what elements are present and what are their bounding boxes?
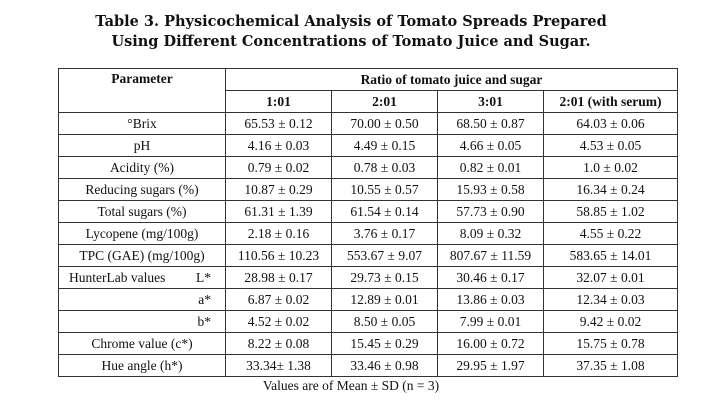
table-row: Chrome value (c*) 8.22 ± 0.08 15.45 ± 0.29…: [58, 332, 678, 355]
hunterlab-label-cell: a*: [58, 288, 226, 311]
value-cell: 15.45 ± 0.29: [331, 332, 438, 355]
value-cell: 110.56 ± 10.23: [225, 244, 332, 267]
value-cell: 16.34 ± 0.24: [543, 178, 678, 201]
value-cell: 7.99 ± 0.01: [437, 310, 544, 333]
value-cell: 29.95 ± 1.97: [437, 354, 544, 377]
value-cell: 37.35 ± 1.08: [543, 354, 678, 377]
header-row-1: Parameter Ratio of tomato juice and suga…: [58, 68, 678, 113]
table-row: b* 4.52 ± 0.02 8.50 ± 0.05 7.99 ± 0.01 9.42 …: [58, 310, 678, 333]
value-cell: 583.65 ± 14.01: [543, 244, 678, 267]
value-cell: 0.78 ± 0.03: [331, 156, 438, 179]
table-row: Reducing sugars (%) 10.87 ± 0.29 10.55 ± 0…: [58, 178, 678, 201]
table-row: TPC (GAE) (mg/100g) 110.56 ± 10.23 553.67 …: [58, 244, 678, 267]
value-cell: 4.55 ± 0.22: [543, 222, 678, 245]
value-cell: 15.75 ± 0.78: [543, 332, 678, 355]
table-row: Lycopene (mg/100g) 2.18 ± 0.16 3.76 ± 0.17…: [58, 222, 678, 245]
value-cell: 15.93 ± 0.58: [437, 178, 544, 201]
hunterlab-label: HunterLab values: [69, 269, 166, 285]
value-cell: 4.52 ± 0.02: [225, 310, 332, 333]
column-header: 2:01 (with serum): [543, 90, 678, 113]
table-row: a* 6.87 ± 0.02 12.89 ± 0.01 13.86 ± 0.03 12.…: [58, 288, 678, 311]
value-cell: 0.79 ± 0.02: [225, 156, 332, 179]
value-cell: 68.50 ± 0.87: [437, 112, 544, 135]
value-cell: 13.86 ± 0.03: [437, 288, 544, 311]
caption-line-1: Table 3. Physicochemical Analysis of Tom…: [95, 13, 607, 30]
value-cell: 33.34± 1.38: [225, 354, 332, 377]
value-cell: 57.73 ± 0.90: [437, 200, 544, 223]
value-cell: 4.66 ± 0.05: [437, 134, 544, 157]
column-header: 2:01: [331, 90, 438, 113]
value-cell: 29.73 ± 0.15: [331, 266, 438, 289]
caption-line-2: Using Different Concentrations of Tomato…: [111, 33, 591, 50]
value-cell: 4.16 ± 0.03: [225, 134, 332, 157]
value-cell: 33.46 ± 0.98: [331, 354, 438, 377]
value-cell: 1.0 ± 0.02: [543, 156, 678, 179]
table-row: Hue angle (h*) 33.34± 1.38 33.46 ± 0.98 29.…: [58, 354, 678, 377]
parameter-header: Parameter: [58, 68, 226, 113]
hunterlab-label-cell: HunterLab values L*: [58, 266, 226, 289]
column-header: 3:01: [437, 90, 544, 113]
value-cell: 30.46 ± 0.17: [437, 266, 544, 289]
row-label: pH: [58, 134, 226, 157]
row-label: TPC (GAE) (mg/100g): [58, 244, 226, 267]
physicochemical-table: Parameter Ratio of tomato juice and suga…: [58, 68, 678, 377]
value-cell: 10.87 ± 0.29: [225, 178, 332, 201]
table-row: °Brix 65.53 ± 0.12 70.00 ± 0.50 68.50 ± 0.8…: [58, 112, 678, 135]
row-label: Total sugars (%): [58, 200, 226, 223]
row-label: Hue angle (h*): [58, 354, 226, 377]
value-cell: 65.53 ± 0.12: [225, 112, 332, 135]
table-caption: Table 3. Physicochemical Analysis of Tom…: [0, 12, 702, 52]
hunterlab-label-cell: b*: [58, 310, 226, 333]
hunterlab-sub-label: a*: [198, 291, 211, 307]
table-row: pH 4.16 ± 0.03 4.49 ± 0.15 4.66 ± 0.05 4.53 …: [58, 134, 678, 157]
value-cell: 4.53 ± 0.05: [543, 134, 678, 157]
value-cell: 3.76 ± 0.17: [331, 222, 438, 245]
ratio-group-header: Ratio of tomato juice and sugar: [225, 68, 678, 91]
table-row: HunterLab values L* 28.98 ± 0.17 29.73 ± 0.…: [58, 266, 678, 289]
value-cell: 6.87 ± 0.02: [225, 288, 332, 311]
value-cell: 32.07 ± 0.01: [543, 266, 678, 289]
value-cell: 61.54 ± 0.14: [331, 200, 438, 223]
value-cell: 64.03 ± 0.06: [543, 112, 678, 135]
value-cell: 8.50 ± 0.05: [331, 310, 438, 333]
value-cell: 2.18 ± 0.16: [225, 222, 332, 245]
value-cell: 61.31 ± 1.39: [225, 200, 332, 223]
value-cell: 12.89 ± 0.01: [331, 288, 438, 311]
value-cell: 28.98 ± 0.17: [225, 266, 332, 289]
table-body: °Brix 65.53 ± 0.12 70.00 ± 0.50 68.50 ± 0.8…: [58, 112, 678, 377]
table-row: Total sugars (%) 61.31 ± 1.39 61.54 ± 0.14…: [58, 200, 678, 223]
value-cell: 70.00 ± 0.50: [331, 112, 438, 135]
hunterlab-sub-label: b*: [197, 313, 212, 329]
value-cell: 0.82 ± 0.01: [437, 156, 544, 179]
value-cell: 58.85 ± 1.02: [543, 200, 678, 223]
table-row: Acidity (%) 0.79 ± 0.02 0.78 ± 0.03 0.82 ± …: [58, 156, 678, 179]
row-label: °Brix: [58, 112, 226, 135]
value-cell: 553.67 ± 9.07: [331, 244, 438, 267]
value-cell: 9.42 ± 0.02: [543, 310, 678, 333]
value-cell: 4.49 ± 0.15: [331, 134, 438, 157]
row-label: Reducing sugars (%): [58, 178, 226, 201]
row-label: Acidity (%): [58, 156, 226, 179]
hunterlab-sub-label: L*: [196, 269, 211, 285]
row-label: Lycopene (mg/100g): [58, 222, 226, 245]
table-footnote: Values are of Mean ± SD (n = 3): [262, 378, 440, 393]
value-cell: 807.67 ± 11.59: [437, 244, 544, 267]
column-header: 1:01: [225, 90, 332, 113]
value-cell: 8.09 ± 0.32: [437, 222, 544, 245]
value-cell: 10.55 ± 0.57: [331, 178, 438, 201]
value-cell: 8.22 ± 0.08: [225, 332, 332, 355]
value-cell: 16.00 ± 0.72: [437, 332, 544, 355]
row-label: Chrome value (c*): [58, 332, 226, 355]
value-cell: 12.34 ± 0.03: [543, 288, 678, 311]
